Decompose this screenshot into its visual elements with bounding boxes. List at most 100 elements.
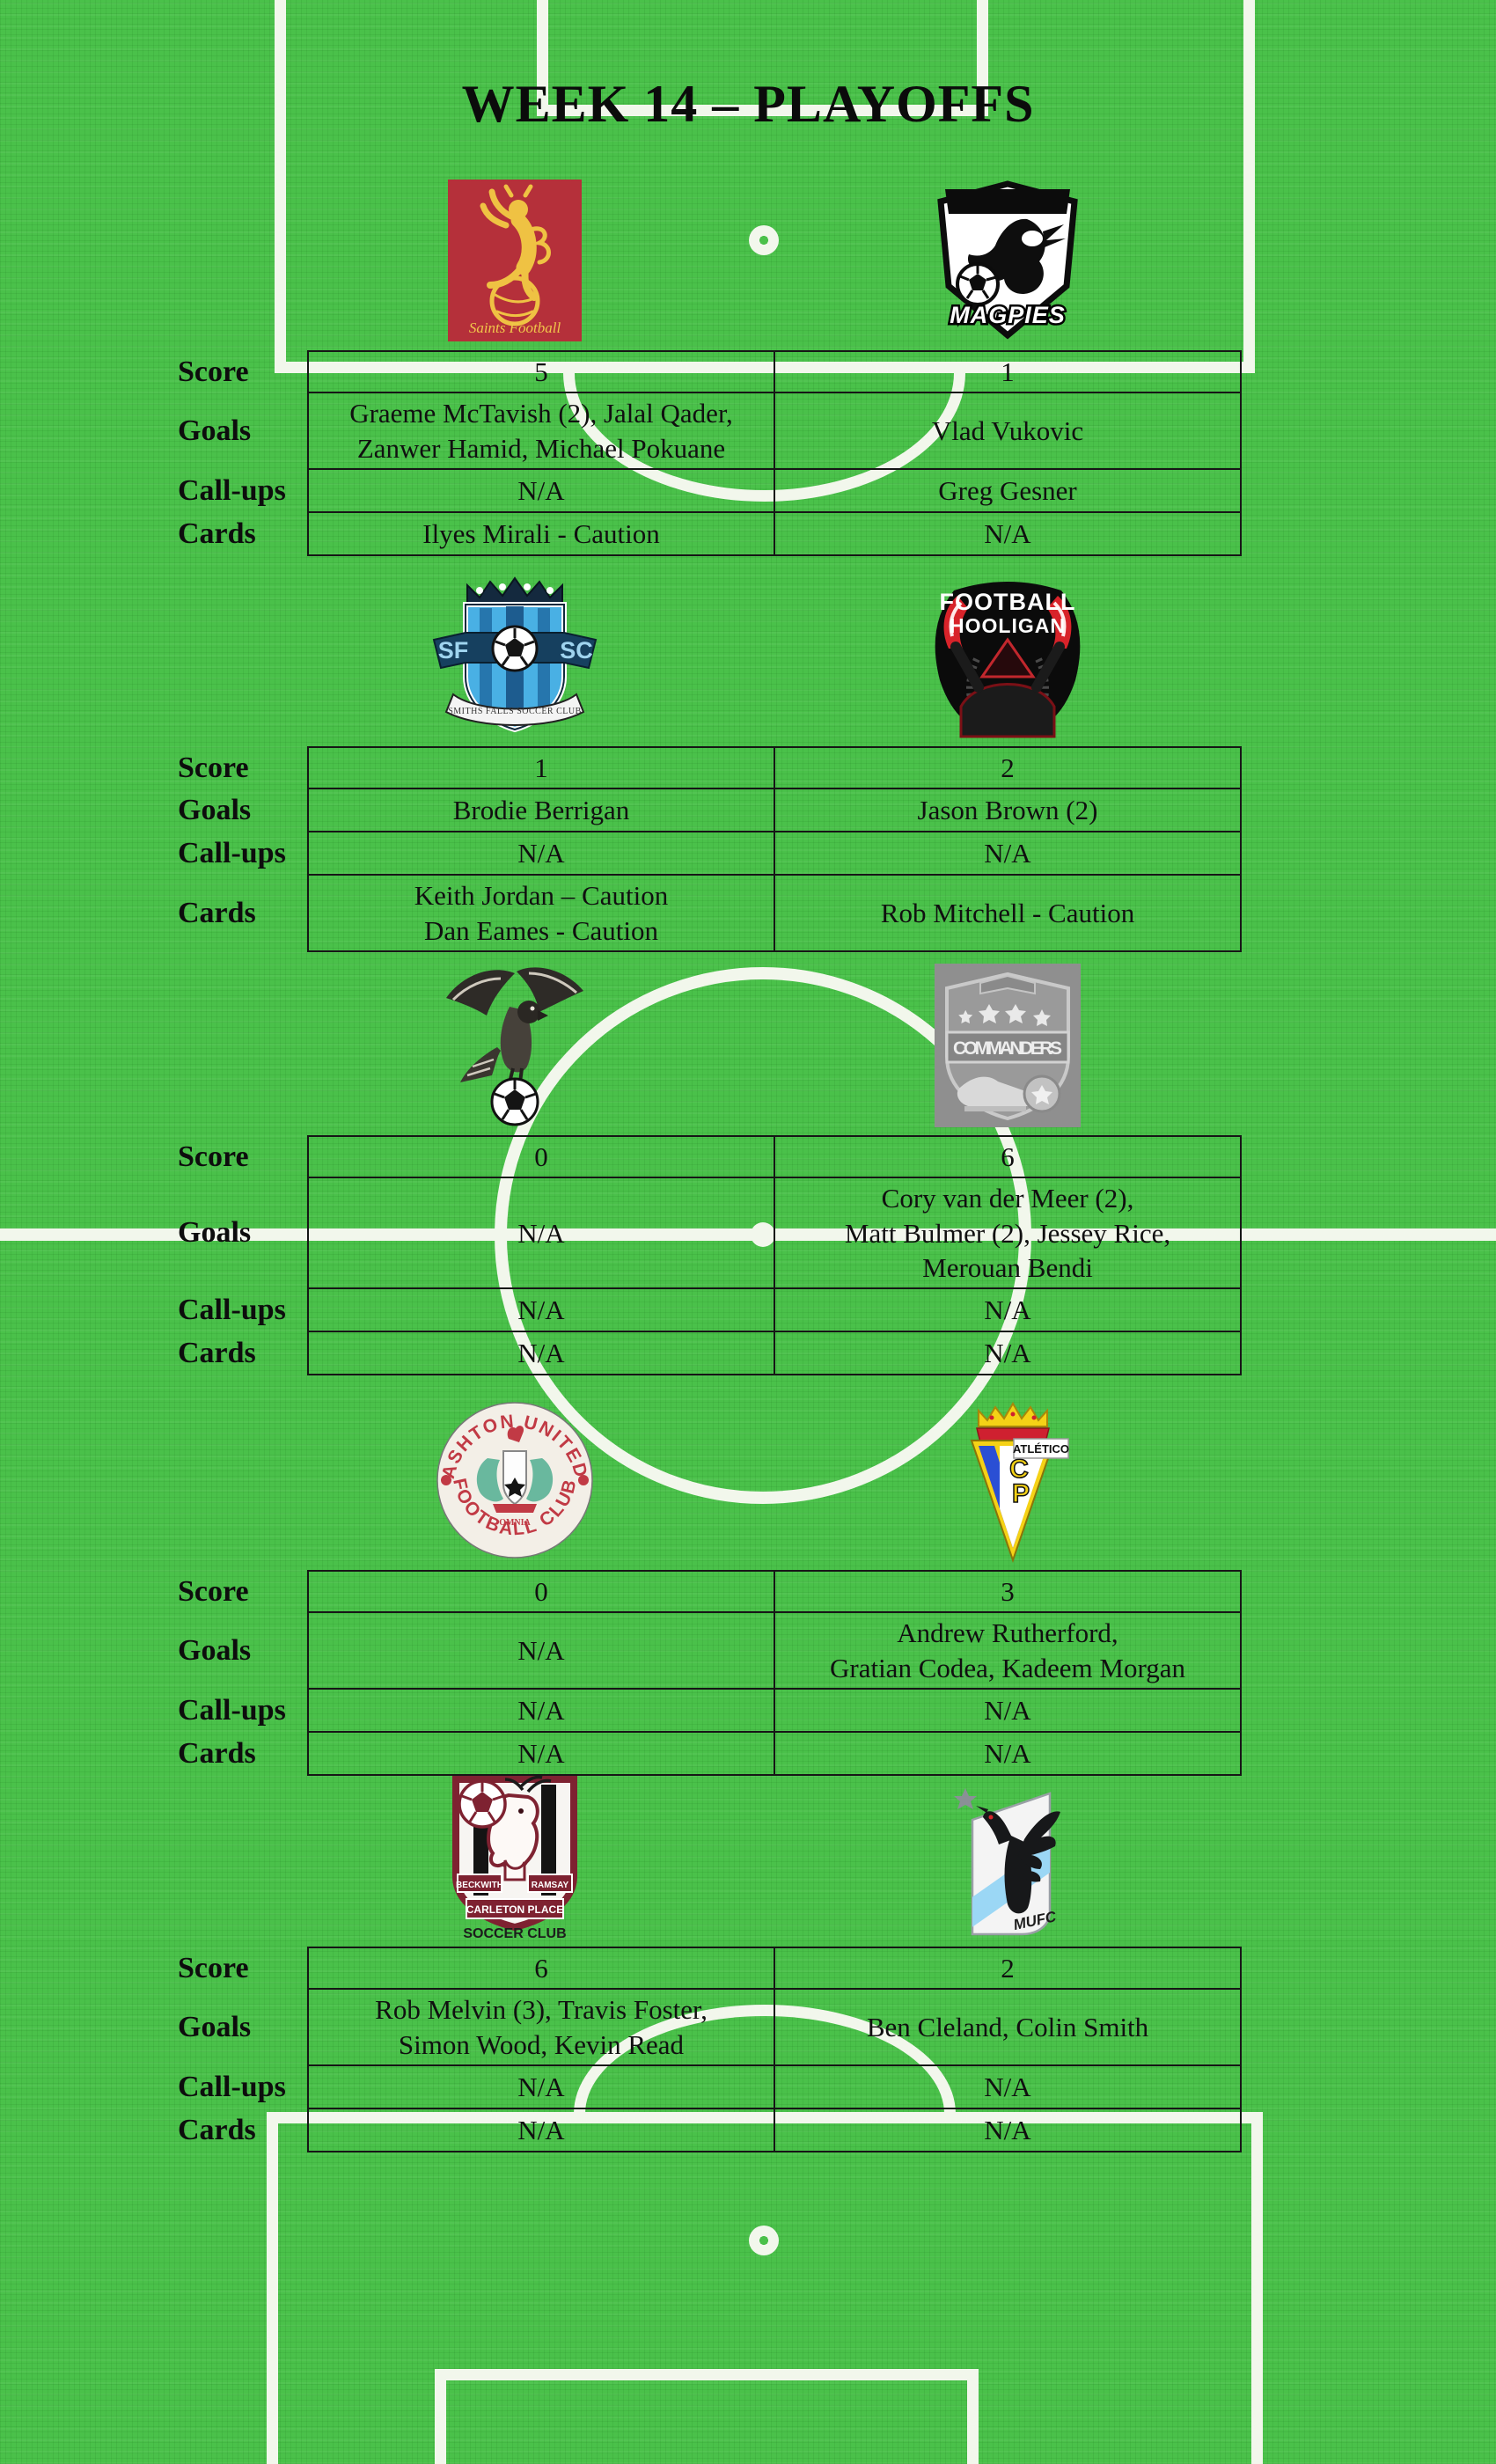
away-callups: N/A [774,1688,1242,1734]
home-cards: Keith Jordan – Caution Dan Eames - Cauti… [307,874,775,953]
stag-shield-icon: BECKWITH RAMSAY CARLETON PLACE SOCCER CL… [452,1775,577,1941]
beckwith-banner-right: RAMSAY [532,1881,569,1890]
home-score: 6 [307,1946,775,1991]
beckwith-ramsay-logo: BECKWITH RAMSAY CARLETON PLACE SOCCER CL… [282,1772,748,1941]
match-2-logos: SF SC SMITHS FALLS SOCCER CLUB FOOT [0,572,1496,741]
away-score: 1 [774,349,1242,394]
away-cards: N/A [774,1731,1242,1777]
field-top-penalty-spot [749,225,779,255]
home-goals: N/A [307,1177,775,1290]
atletico-monogram-c: C [1009,1455,1029,1484]
away-score: 2 [774,745,1242,790]
magpies-caption: MAGPIES [950,302,1066,328]
row-label-cards: Cards [178,1336,256,1369]
home-cards: N/A [307,1331,775,1376]
away-score: 6 [774,1134,1242,1179]
atletico-monogram-p: P [1012,1479,1030,1508]
row-label-cards: Cards [178,1736,256,1770]
hooligan-crest-icon: FOOTBALL HOOLIGAN [935,582,1081,738]
hooligan-caption-line1: FOOTBALL [940,589,1076,615]
beckwith-caption-bottom: SOCCER CLUB [463,1926,566,1941]
hawk-and-ball-icon [446,967,583,1126]
hooligan-caption-line2: HOOLIGAN [950,614,1066,637]
loon-shield-icon: MUFC [954,1788,1060,1936]
row-label-callups: Call-ups [178,473,286,507]
row-label-score: Score [178,1140,249,1173]
row-label-goals: Goals [178,1633,252,1667]
match-1-table: Score 5 1 Goals Graeme McTavish (2), Jal… [176,349,1242,557]
magpies-logo: MAGPIES [774,176,1241,345]
beckwith-banner-center: CARLETON PLACE [466,1903,563,1916]
home-callups: N/A [307,1688,775,1734]
away-goals: Andrew Rutherford, Gratian Codea, Kadeem… [774,1611,1242,1690]
home-goals: Rob Melvin (3), Travis Foster, Simon Woo… [307,1988,775,2067]
match-4-table: Score 0 3 Goals N/A Andrew Rutherford, G… [176,1569,1242,1777]
away-cards: Rob Mitchell - Caution [774,874,1242,953]
away-callups: N/A [774,1287,1242,1333]
away-callups: N/A [774,831,1242,876]
home-goals: N/A [307,1611,775,1690]
row-label-cards: Cards [178,2113,256,2146]
beckwith-banner-left: BECKWITH [456,1881,503,1890]
match-1-logos: Saints Football MAGPIES [0,176,1496,345]
crowned-shield-icon: SF SC SMITHS FALLS SOCCER CLUB [432,576,598,733]
away-cards: N/A [774,511,1242,557]
row-label-callups: Call-ups [178,2070,286,2103]
atletico-caption: ATLÉTICO [1013,1442,1069,1456]
row-label-cards: Cards [178,896,256,929]
field-top-goal-box [537,0,988,116]
match-5-logos: BECKWITH RAMSAY CARLETON PLACE SOCCER CL… [0,1772,1496,1941]
row-label-goals: Goals [178,1216,252,1250]
away-cards: N/A [774,1331,1242,1376]
commanders-logo: COMMANDERS [774,961,1241,1130]
ashton-united-logo: ASHTON UNITED FOOTBALL CLUB OMNIA [282,1396,748,1565]
home-score: 0 [307,1134,775,1179]
away-goals: Vlad Vukovic [774,392,1242,471]
home-goals: Brodie Berrigan [307,788,775,833]
home-cards: N/A [307,1731,775,1777]
commanders-badge-icon: COMMANDERS [935,964,1081,1127]
match-3-table: Score 0 6 Goals N/A Cory van der Meer (2… [176,1134,1242,1376]
home-callups: N/A [307,2064,775,2110]
ashton-crest-icon: ASHTON UNITED FOOTBALL CLUB OMNIA [436,1402,593,1558]
lion-crest-icon: Saints Football [448,180,582,341]
match-block-2: SF SC SMITHS FALLS SOCCER CLUB FOOT [0,572,1496,953]
atletico-logo: C P ATLÉTICO [774,1396,1241,1565]
football-hooligan-logo: FOOTBALL HOOLIGAN [774,572,1241,741]
row-label-score: Score [178,751,249,784]
away-score: 3 [774,1569,1242,1614]
match-5-table: Score 6 2 Goals Rob Melvin (3), Travis F… [176,1946,1242,2153]
row-label-score: Score [178,1574,249,1608]
home-score: 1 [307,745,775,790]
match-block-4: ASHTON UNITED FOOTBALL CLUB OMNIA [0,1396,1496,1777]
row-label-goals: Goals [178,793,252,826]
home-goals: Graeme McTavish (2), Jalal Qader, Zanwer… [307,392,775,471]
row-label-callups: Call-ups [178,836,286,869]
away-callups: N/A [774,2064,1242,2110]
row-label-score: Score [178,1951,249,1984]
away-goals: Jason Brown (2) [774,788,1242,833]
home-callups: N/A [307,1287,775,1333]
match-3-logos: COMMANDERS [0,961,1496,1130]
saints-football-logo: Saints Football [282,176,748,345]
home-score: 0 [307,1569,775,1614]
away-goals: Ben Cleland, Colin Smith [774,1988,1242,2067]
ashton-motto: OMNIA [499,1518,531,1528]
row-label-goals: Goals [178,2010,252,2043]
field-bottom-goal-box [435,2369,979,2464]
row-label-goals: Goals [178,414,252,447]
mufc-logo: MUFC [774,1772,1241,1941]
match-block-1: Saints Football MAGPIES Score 5 1 Goals … [0,176,1496,557]
row-label-cards: Cards [178,517,256,550]
home-cards: Ilyes Mirali - Caution [307,511,775,557]
match-2-table: Score 1 2 Goals Brodie Berrigan Jason Br… [176,745,1242,953]
atletico-pennant-icon: C P ATLÉTICO [970,1402,1069,1564]
hawks-logo [282,961,748,1130]
home-callups: N/A [307,831,775,876]
sfsc-logo: SF SC SMITHS FALLS SOCCER CLUB [282,572,748,741]
field-bottom-penalty-spot [749,2226,779,2255]
away-goals: Cory van der Meer (2), Matt Bulmer (2), … [774,1177,1242,1290]
away-score: 2 [774,1946,1242,1991]
sfsc-left-initials: SF [438,637,469,664]
